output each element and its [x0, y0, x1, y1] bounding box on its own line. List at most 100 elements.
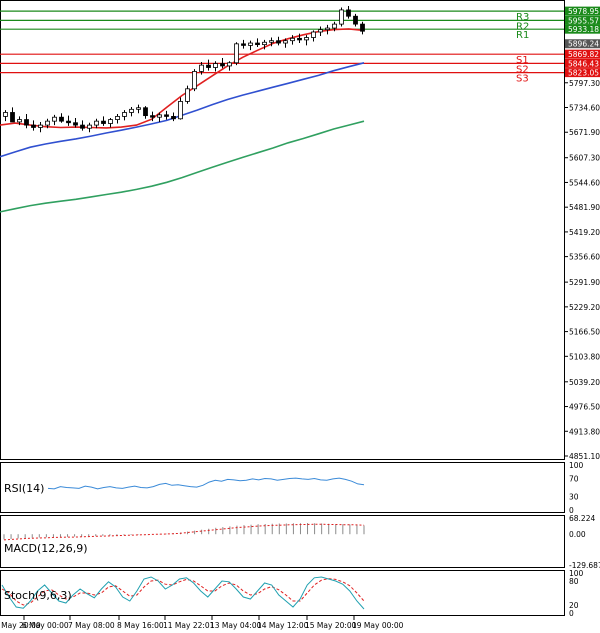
candle-bull	[199, 64, 204, 72]
candle-bull	[87, 124, 92, 129]
time-axis-label: 8 May 16:00	[117, 621, 164, 630]
price-axis-label: 5356.60	[569, 253, 600, 262]
price-axis-label: 5291.90	[569, 278, 600, 287]
level-label-r2: R2	[516, 21, 529, 32]
candle-bear	[10, 112, 15, 123]
price-tag-box	[565, 15, 600, 25]
price-tag-label: 5978.95	[568, 7, 599, 16]
candle-bull	[304, 37, 309, 41]
macd-label: MACD(12,26,9)	[4, 542, 88, 555]
price-tag-box	[565, 6, 600, 16]
price-tag-box	[565, 24, 600, 34]
candle-bear	[73, 122, 78, 126]
candle-bear	[241, 43, 246, 46]
candle-bear	[297, 37, 302, 41]
candle-bear	[353, 15, 358, 25]
price-axis-label: 5734.60	[569, 104, 600, 113]
candle-bull	[52, 116, 57, 122]
level-label-r1: R1	[516, 30, 529, 41]
candle-bull	[185, 88, 190, 102]
candle-bull	[115, 116, 120, 120]
price-axis-label: 5544.60	[569, 178, 600, 187]
level-label-s3: S3	[516, 74, 529, 85]
rsi-axis-label: 30	[569, 493, 579, 502]
candle-bear	[59, 116, 64, 122]
candle-bull	[38, 124, 43, 128]
level-label-s2: S2	[516, 64, 529, 75]
candle-bull	[269, 40, 274, 43]
candle-bear	[346, 9, 351, 17]
price-tag-label: 5869.82	[568, 50, 599, 59]
price-axis-label: 4976.50	[569, 403, 600, 412]
rsi-axis-label: 70	[569, 475, 579, 484]
price-tag-label: 5955.57	[568, 16, 599, 25]
time-axis-label: 15 May 20:00	[305, 621, 357, 630]
candle-bull	[290, 37, 295, 42]
price-tag-label: 5933.18	[568, 25, 599, 34]
price-tag-box	[565, 49, 600, 59]
rsi-panel[interactable]	[0, 462, 565, 513]
candle-bear	[171, 116, 176, 120]
candle-bear	[276, 40, 281, 44]
candle-bear	[24, 119, 29, 126]
price-axis-label: 5481.90	[569, 203, 600, 212]
candle-bull	[17, 119, 22, 123]
candle-bear	[66, 120, 71, 124]
candle-bear	[164, 114, 169, 117]
price-tag-label: 5846.43	[568, 59, 599, 68]
candle-bull	[332, 23, 337, 29]
candle-bull	[311, 31, 316, 38]
candle-bull	[45, 120, 50, 126]
candle-bull	[318, 29, 323, 33]
stoch-axis-label: 20	[569, 601, 579, 610]
candle-bull	[262, 41, 267, 46]
price-axis-label: 5103.80	[569, 352, 600, 361]
candle-bear	[31, 124, 36, 128]
time-axis-label: 14 May 12:00	[257, 621, 309, 630]
candle-bull	[122, 112, 127, 117]
price-axis-label: 5039.20	[569, 378, 600, 387]
main-price-panel[interactable]	[0, 0, 565, 460]
candle-bear	[80, 124, 85, 129]
rsi-label: RSI(14)	[4, 482, 44, 495]
price-tag-box	[565, 39, 600, 49]
candle-bear	[255, 42, 260, 46]
price-axis-label: 5166.50	[569, 328, 600, 337]
time-axis-label: 19 May 00:00	[352, 621, 404, 630]
price-axis-label: 4913.80	[569, 427, 600, 436]
candle-bull	[248, 42, 253, 46]
rsi-axis-label: 0	[569, 506, 574, 515]
stoch-axis-label: 0	[569, 609, 574, 618]
candle-bull	[3, 112, 8, 117]
moving-average-line-3	[0, 120, 365, 213]
time-axis-label: 2 May 20:00	[0, 621, 41, 630]
candle-bear	[101, 120, 106, 124]
candle-bull	[227, 62, 232, 67]
macd-panel[interactable]	[0, 515, 565, 568]
rsi-axis-label: 100	[569, 461, 584, 470]
price-axis-label: 5419.20	[569, 228, 600, 237]
price-axis-label: 4851.10	[569, 452, 600, 461]
stoch-axis-label: 80	[569, 577, 579, 586]
candle-bear	[143, 107, 148, 117]
candle-bull	[94, 120, 99, 126]
candle-bear	[206, 64, 211, 68]
candle-bull	[108, 119, 113, 124]
candle-bear	[150, 115, 155, 118]
candle-bull	[213, 63, 218, 68]
price-tag-box	[565, 58, 600, 68]
candle-bull	[234, 43, 239, 64]
candle-bull	[157, 114, 162, 118]
price-tag-label: 5823.05	[568, 69, 599, 78]
candle-bear	[220, 63, 225, 67]
stoch-axis-label: 100	[569, 569, 584, 578]
level-label-r3: R3	[516, 12, 529, 23]
candle-bull	[178, 101, 183, 120]
macd-axis-label: -129.687	[569, 561, 600, 570]
candle-bull	[339, 9, 344, 25]
rsi-line	[47, 477, 365, 490]
candle-bull	[283, 40, 288, 44]
candle-bull	[136, 107, 141, 110]
candle-bull	[325, 27, 330, 31]
